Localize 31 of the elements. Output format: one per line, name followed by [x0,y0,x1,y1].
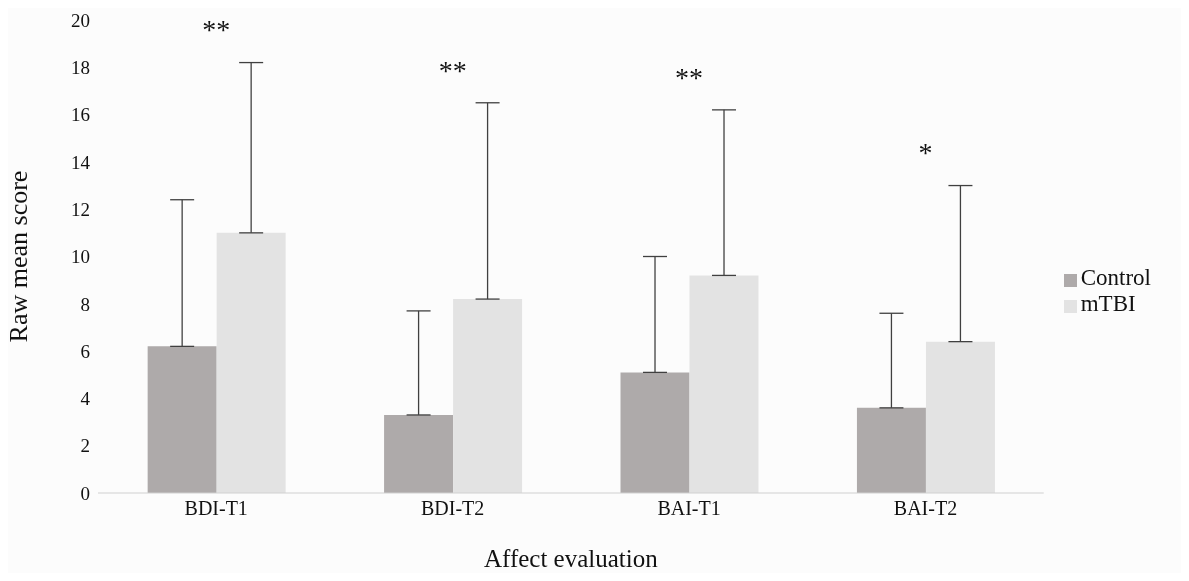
bar [925,341,995,493]
x-tick-label: BDI-T1 [184,497,248,520]
bar [856,407,926,493]
bar [216,232,286,493]
bar [620,372,690,493]
bar [453,299,523,493]
y-tick-label: 14 [71,151,91,173]
annotation: ** [675,61,704,93]
y-tick-label: 16 [71,104,90,126]
bar [147,346,217,493]
bar [689,275,759,493]
x-tick-label: BAI-T1 [657,497,721,520]
y-tick-label: 0 [80,482,90,504]
y-axis-title: Raw mean score [4,170,34,343]
y-tick-label: 18 [71,57,90,79]
legend-label: Control [1080,264,1151,290]
y-tick-label: 4 [80,388,91,410]
x-tick-label: BDI-T2 [420,497,485,520]
y-tick-label: 12 [71,198,90,220]
annotation: ** [438,54,467,86]
y-tick-label: 20 [71,9,90,31]
annotation: * [918,137,933,169]
bar [384,414,454,493]
annotation: ** [202,14,231,46]
x-tick-label: BAI-T2 [893,497,958,520]
x-axis-title: Affect evaluation [483,545,659,572]
y-tick-label: 6 [80,340,90,362]
y-tick-label: 2 [80,435,90,457]
y-tick-label: 10 [71,246,90,268]
legend-label: mTBI [1080,290,1136,316]
y-tick-label: 8 [80,293,90,315]
